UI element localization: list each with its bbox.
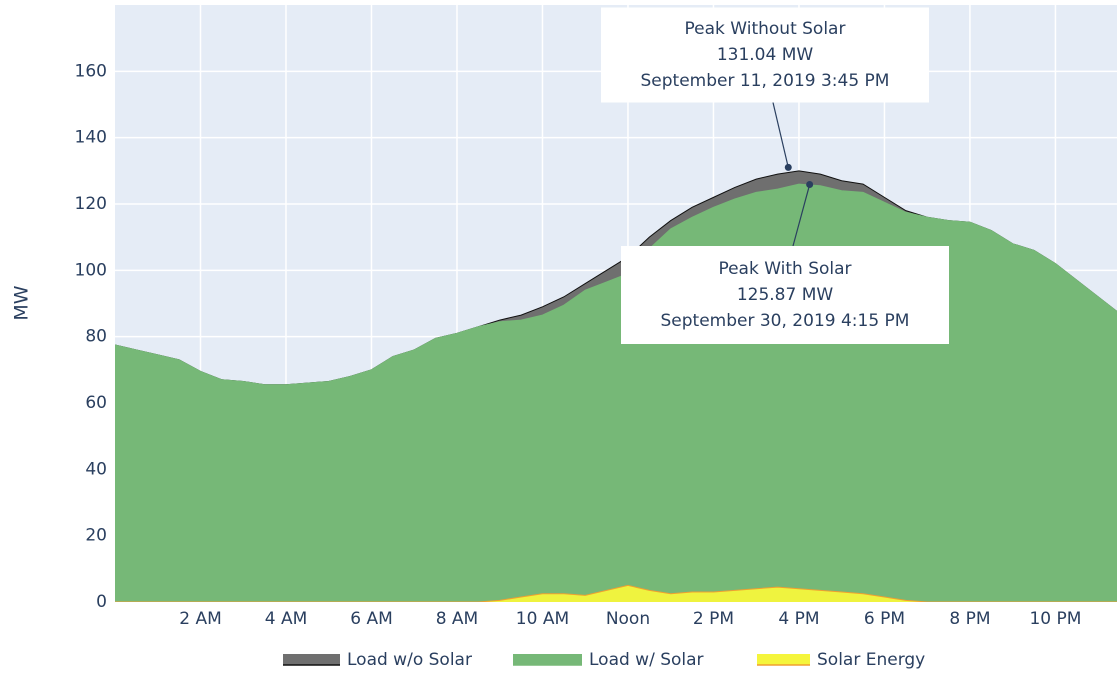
y-tick-label: 40 (85, 459, 107, 479)
x-tick-label: 8 PM (949, 609, 990, 629)
x-tick-label: Noon (606, 609, 650, 629)
y-tick-label: 80 (85, 327, 107, 347)
legend-swatch (283, 654, 340, 665)
x-tick-label: 4 PM (778, 609, 819, 629)
x-tick-label: 8 AM (436, 609, 479, 629)
y-tick-label: 0 (96, 592, 107, 612)
x-tick-label: 6 PM (864, 609, 905, 629)
area-line (115, 183, 1117, 386)
legend: Load w/o Solar Load w/ Solar Solar Energy (283, 650, 925, 670)
y-tick-label: 160 (75, 61, 107, 81)
y-tick-label: 20 (85, 526, 107, 546)
x-tick-label: 4 AM (265, 609, 308, 629)
y-tick-label: 100 (75, 260, 107, 280)
annotation-text: Peak With Solar (718, 259, 851, 279)
annotation-text: September 30, 2019 4:15 PM (661, 311, 910, 331)
annotation-arrow (792, 184, 811, 247)
x-tick-label: 2 PM (693, 609, 734, 629)
legend-swatch (513, 654, 582, 665)
annotation-text: 131.04 MW (717, 45, 814, 65)
annotation-text: Peak Without Solar (685, 19, 846, 39)
area-fill (115, 585, 1117, 602)
y-tick-label: 140 (75, 128, 107, 148)
annotation-box (621, 246, 949, 344)
annotation-text: 125.87 MW (737, 285, 834, 305)
annotation-point (806, 181, 814, 189)
area-line (115, 584, 1117, 602)
annotation-box (601, 7, 929, 103)
legend-label: Solar Energy (817, 650, 925, 670)
x-tick-label: 10 AM (516, 609, 569, 629)
y-axis-label: MW (11, 285, 33, 320)
x-tick-label: 2 AM (179, 609, 222, 629)
y-tick-label: 120 (75, 194, 107, 214)
annotation-point (784, 163, 792, 171)
annotation-text: September 11, 2019 3:45 PM (641, 71, 890, 91)
legend-label: Load w/ Solar (589, 650, 704, 670)
legend-label: Load w/o Solar (347, 650, 472, 670)
legend-swatch (757, 654, 810, 665)
x-tick-label: 6 AM (350, 609, 393, 629)
y-tick-label: 60 (85, 393, 107, 413)
x-tick-label: 10 PM (1029, 609, 1081, 629)
ticks: 0 20 40 60 80 100 120 140 160 2 AM 4 AM 6 AM 8 AM 10 … (75, 61, 1082, 629)
annotations: Peak Without Solar 131.04 MW September 11,… (601, 7, 949, 344)
annotation-arrow (772, 102, 789, 168)
